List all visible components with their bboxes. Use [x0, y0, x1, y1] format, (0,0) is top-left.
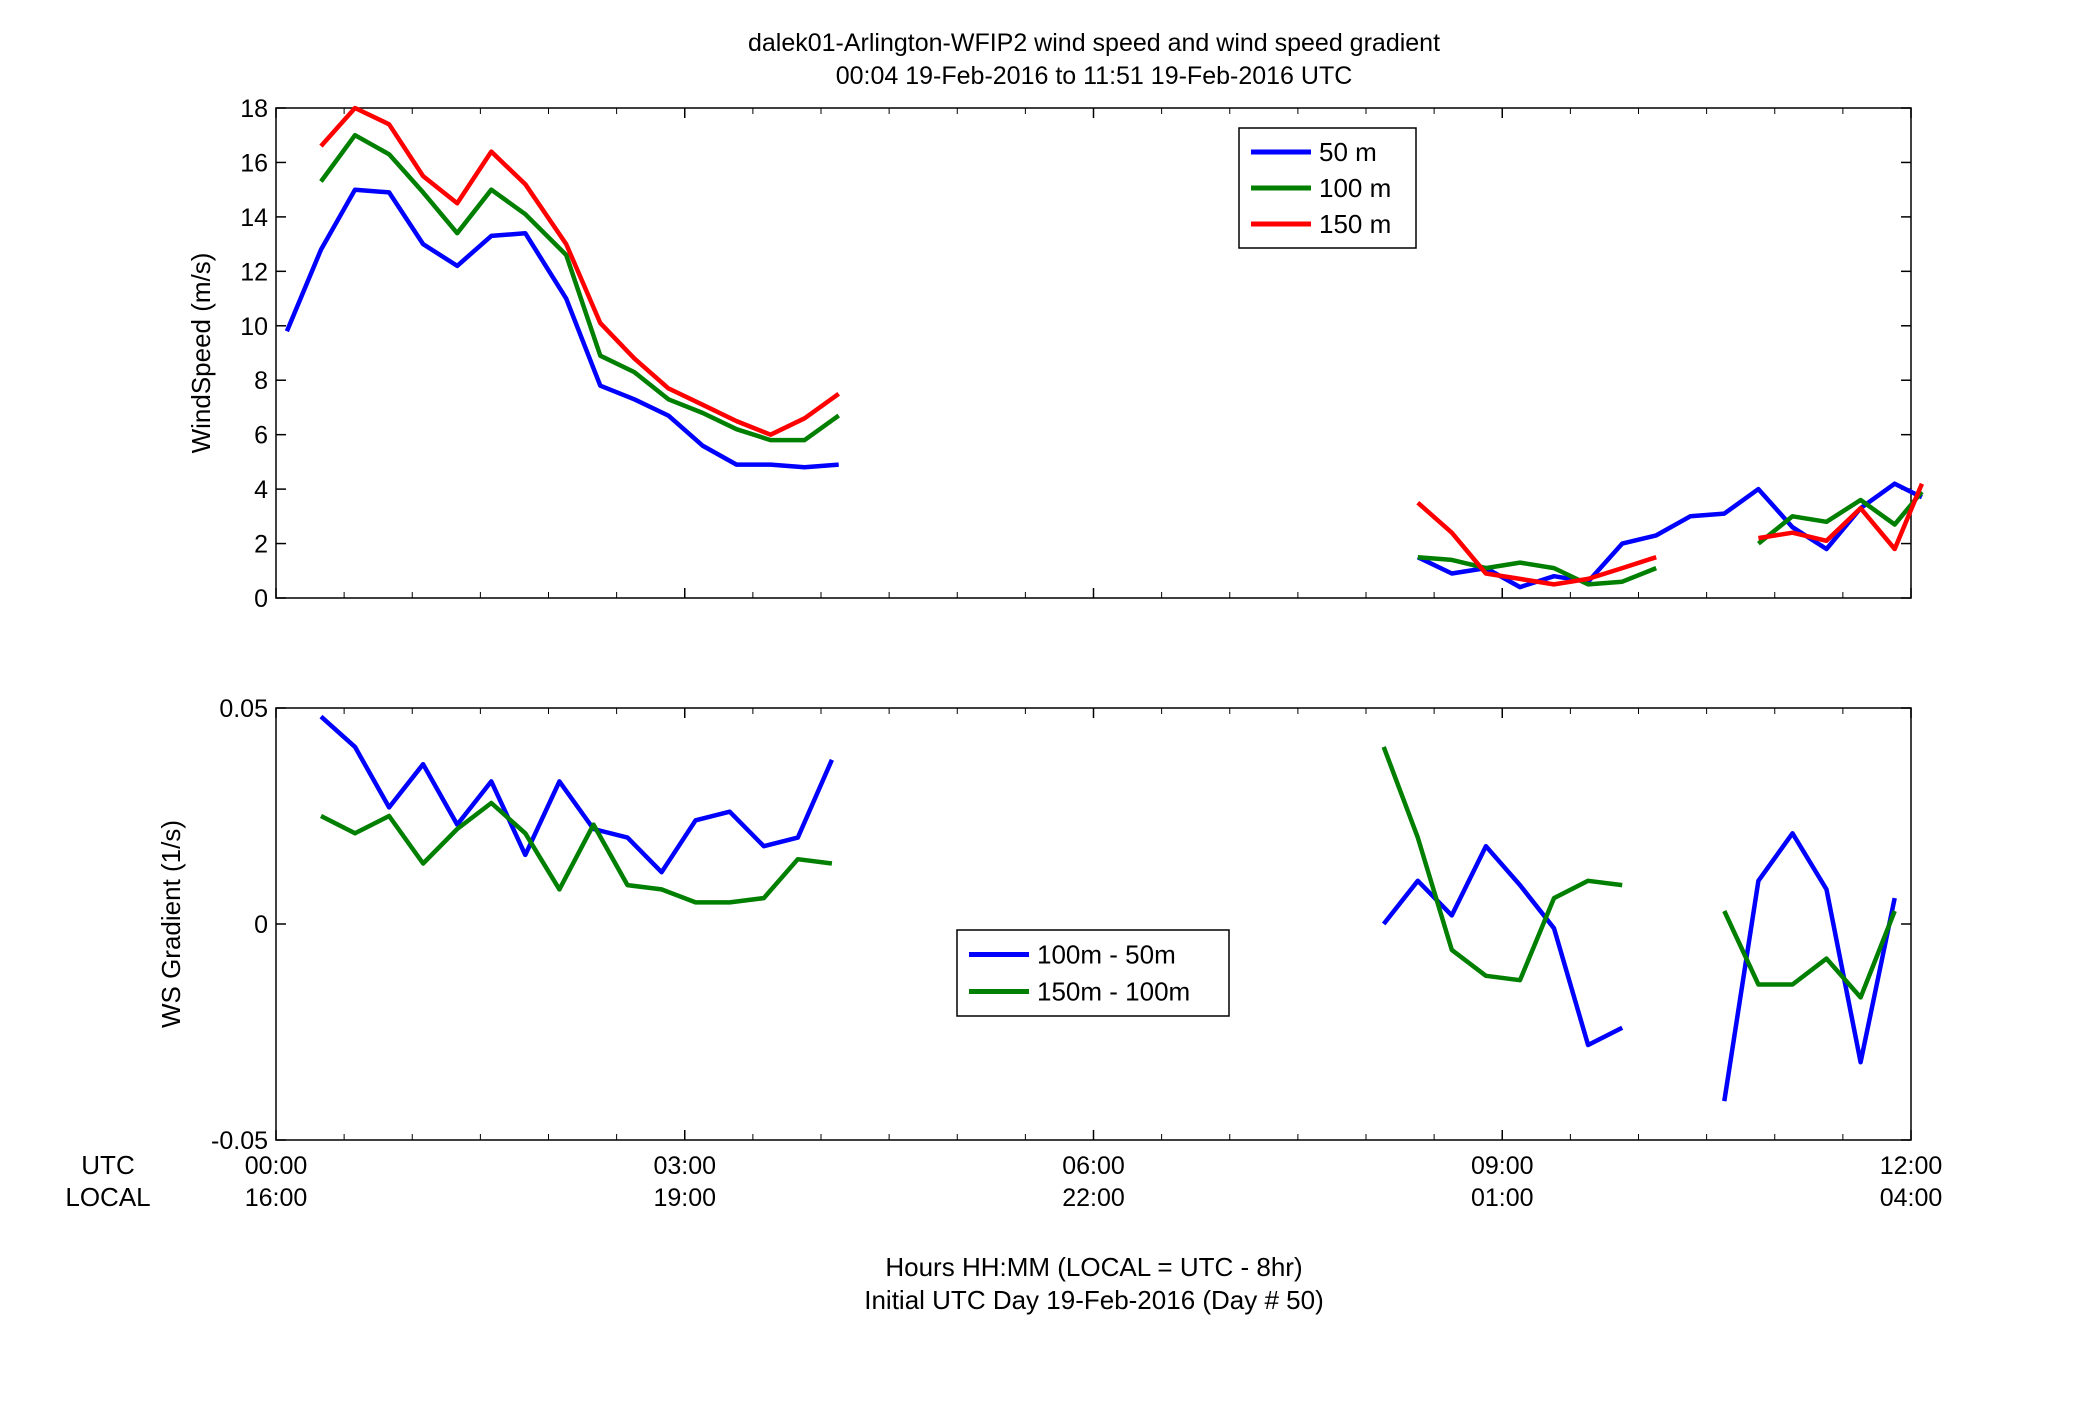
legend-entry: 150 m: [1319, 209, 1391, 239]
legend: 50 m 100 m 150 m: [1238, 127, 1417, 249]
x-axis-label-line1: Hours HH:MM (LOCAL = UTC - 8hr): [885, 1252, 1302, 1282]
series-line-100-m: [319, 132, 841, 443]
series-line-150m---100m: [1722, 910, 1897, 1000]
x-tick-label-local: 19:00: [653, 1184, 716, 1212]
local-row-label: LOCAL: [65, 1182, 150, 1212]
y-tick-label: 6: [254, 422, 268, 450]
x-tick-label-utc: 03:00: [653, 1152, 716, 1180]
y-tick-label: 10: [240, 313, 268, 341]
x-tick-labels: 00:00 16:00 03:00 19:00 06:00 22:00 09:00 01:00…: [245, 1152, 1943, 1212]
legend-entry: 100m - 50m: [1037, 940, 1176, 970]
y-axis-label: WindSpeed (m/s): [186, 253, 216, 454]
series-line-100-m: [1756, 490, 1924, 546]
legend-entry: 150m - 100m: [1037, 977, 1190, 1007]
series-line-150m---100m: [319, 800, 833, 905]
gradient-panel: -0.05 0 0.05 WS Gradient (1/s) 100m - 50m 150…: [156, 695, 1912, 1155]
y-tick-label: 4: [254, 476, 268, 504]
y-axis-label: WS Gradient (1/s): [156, 820, 186, 1028]
x-tick-label-utc: 12:00: [1880, 1152, 1943, 1180]
series-line-100m---50m: [319, 714, 834, 875]
series-line-50-m: [284, 187, 839, 470]
y-tick-label: -0.05: [211, 1127, 268, 1155]
x-axis-label-line2: Initial UTC Day 19-Feb-2016 (Day # 50): [864, 1285, 1324, 1315]
y-tick-label: 14: [240, 204, 268, 232]
series-line-150-m: [1758, 482, 1924, 552]
legend-box: [956, 929, 1230, 1017]
y-tick-label: 8: [254, 367, 268, 395]
series-line-100m---50m: [1381, 843, 1624, 1048]
y-tick-label: 18: [240, 95, 268, 123]
y-tick-label: 12: [240, 258, 268, 286]
x-tick-label-local: 22:00: [1062, 1184, 1125, 1212]
series-line-150-m: [319, 105, 841, 437]
series-line-100m---50m: [1722, 831, 1897, 1102]
legend: 100m - 50m 150m - 100m: [956, 929, 1230, 1017]
y-tick-label: 0: [254, 585, 268, 613]
x-tick-label-utc: 06:00: [1062, 1152, 1125, 1180]
legend-entry: 50 m: [1319, 137, 1377, 167]
y-tick-label: 2: [254, 531, 268, 559]
x-tick-label-utc: 09:00: [1471, 1152, 1534, 1180]
y-tick-label: 0: [254, 911, 268, 939]
series-line-100-m: [1417, 554, 1658, 587]
utc-row-label: UTC: [81, 1150, 134, 1180]
x-tick-label-local: 16:00: [245, 1184, 308, 1212]
chart-title-line1: dalek01-Arlington-WFIP2 wind speed and w…: [748, 29, 1440, 57]
wind-speed-panel: 0 2 4 6 8 10 12 14 16 18 WindSpeed (m/s) 50 m 100 m 1…: [186, 95, 1924, 613]
chart-title-line2: 00:04 19-Feb-2016 to 11:51 19-Feb-2016 U…: [836, 62, 1353, 90]
x-tick-label-local: 04:00: [1880, 1184, 1943, 1212]
y-tick-label: 16: [240, 149, 268, 177]
x-tick-label-local: 01:00: [1471, 1184, 1534, 1212]
y-tick-label: 0.05: [219, 695, 268, 723]
x-tick-label-utc: 00:00: [245, 1152, 308, 1180]
series-line-150-m: [1416, 501, 1657, 587]
series-line-150m---100m: [1381, 746, 1623, 983]
legend-entry: 100 m: [1319, 173, 1391, 203]
